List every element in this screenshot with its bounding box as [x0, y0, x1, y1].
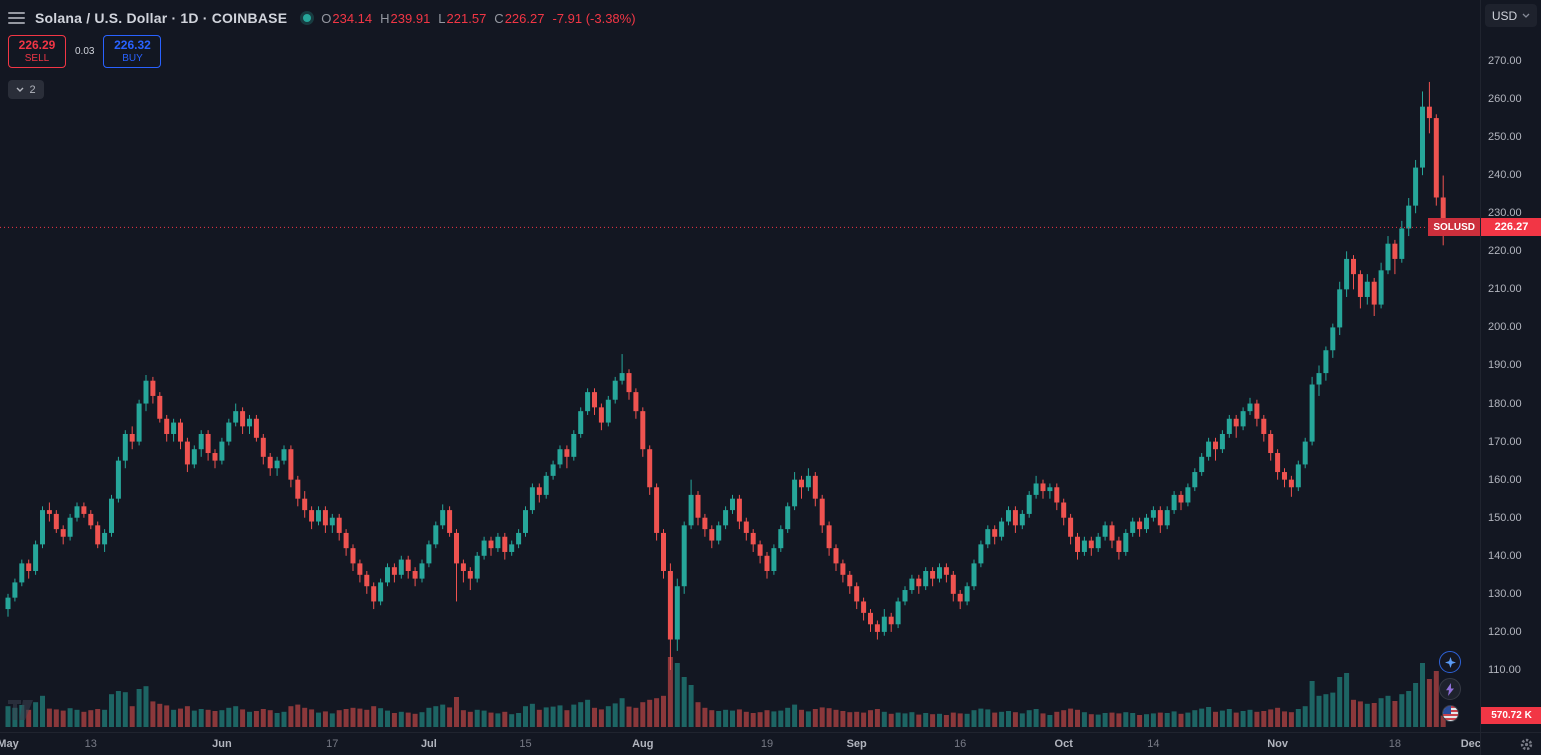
time-axis[interactable]: May 13 Jun 17 Jul 15 Aug 19 Sep 16 Oct 14 Nov 18 Dec: [0, 732, 1480, 755]
time-axis-label: 17: [326, 738, 339, 750]
chart-canvas[interactable]: SOLUSD Solana / U.S. Dollar · 1D · COINB…: [0, 0, 1480, 732]
time-axis-label: 18: [1388, 738, 1402, 750]
time-axis-label: Nov: [1267, 738, 1288, 750]
time-axis-label: 13: [84, 738, 97, 750]
market-status-icon[interactable]: [303, 14, 312, 22]
tradingview-logo-icon: [5, 694, 35, 729]
axis-corner: [1480, 732, 1541, 755]
price-axis-label: 170.00: [1488, 435, 1522, 448]
close-value: 226.27: [504, 10, 545, 26]
low-value: 221.57: [446, 10, 487, 26]
sell-label: SELL: [24, 53, 50, 64]
indicators-collapse-chip[interactable]: 2: [8, 80, 44, 99]
sparkle-icon: [1444, 656, 1456, 668]
price-axis-label: 270.00: [1488, 55, 1522, 67]
symbol-title[interactable]: Solana / U.S. Dollar · 1D · COINBASE: [35, 10, 288, 26]
menu-icon[interactable]: [8, 12, 25, 24]
currency-selector-button[interactable]: USD: [1485, 4, 1537, 27]
price-axis-label: 120.00: [1488, 625, 1522, 638]
open-value: 234.14: [332, 10, 373, 26]
lightning-icon: [1446, 682, 1454, 696]
price-axis-label: 180.00: [1488, 397, 1522, 410]
buy-price: 226.32: [114, 38, 151, 52]
price-axis-label: 190.00: [1488, 359, 1522, 372]
price-axis-label: 260.00: [1488, 93, 1522, 106]
price-axis-label: 160.00: [1488, 473, 1522, 486]
high-value: 239.91: [390, 10, 431, 26]
time-axis-label: May: [0, 738, 19, 750]
sell-button[interactable]: 226.29 SELL: [8, 35, 66, 68]
price-axis[interactable]: USD 226.27 570.72 K 270.00 260.00 250.00 24…: [1480, 0, 1541, 732]
chevron-down-icon: [1522, 13, 1530, 18]
price-axis-label: 240.00: [1488, 169, 1522, 182]
price-axis-label: 140.00: [1488, 549, 1522, 562]
time-axis-label: Aug: [632, 738, 654, 750]
price-axis-label: 130.00: [1488, 587, 1522, 600]
price-axis-label: 230.00: [1488, 207, 1522, 220]
time-axis-label: Oct: [1054, 738, 1073, 750]
price-axis-label: 200.00: [1488, 321, 1522, 334]
time-axis-label: 15: [519, 738, 532, 750]
last-price-symbol-tag: SOLUSD: [1428, 218, 1480, 237]
time-axis-label: Jul: [420, 738, 437, 750]
buy-button[interactable]: 226.32 BUY: [103, 35, 162, 68]
sell-price: 226.29: [18, 38, 56, 52]
time-axis-label: Sep: [846, 738, 867, 750]
time-axis-label: 19: [760, 738, 774, 750]
price-axis-label: 250.00: [1488, 131, 1522, 144]
us-flag-icon: [1441, 705, 1459, 722]
time-axis-label: 14: [1147, 738, 1160, 750]
time-axis-label: Jun: [212, 738, 232, 750]
objects-count: 2: [29, 83, 36, 96]
price-axis-label: 210.00: [1488, 283, 1522, 296]
lightning-button[interactable]: [1439, 678, 1461, 700]
sparkle-button[interactable]: [1439, 651, 1461, 673]
spread-value: 0.03: [75, 46, 95, 57]
price-axis-label: 110.00: [1488, 663, 1521, 676]
time-axis-label: Dec: [1460, 738, 1480, 750]
volume-value-tag: 570.72 K: [1481, 706, 1541, 724]
time-axis-label: 16: [954, 738, 967, 750]
candlestick-chart: [0, 81, 1480, 727]
price-axis-label: 150.00: [1488, 511, 1522, 524]
last-price-tag: 226.27: [1481, 218, 1541, 237]
chevron-down-icon: [16, 87, 24, 92]
buy-label: BUY: [122, 53, 143, 64]
change-value: -7.91 (-3.38%): [552, 10, 636, 26]
gear-icon[interactable]: [1519, 737, 1534, 752]
price-axis-label: 220.00: [1488, 245, 1522, 258]
ohlc-values: O234.14 H239.91 L221.57 C226.27 -7.91 (-…: [321, 10, 636, 26]
